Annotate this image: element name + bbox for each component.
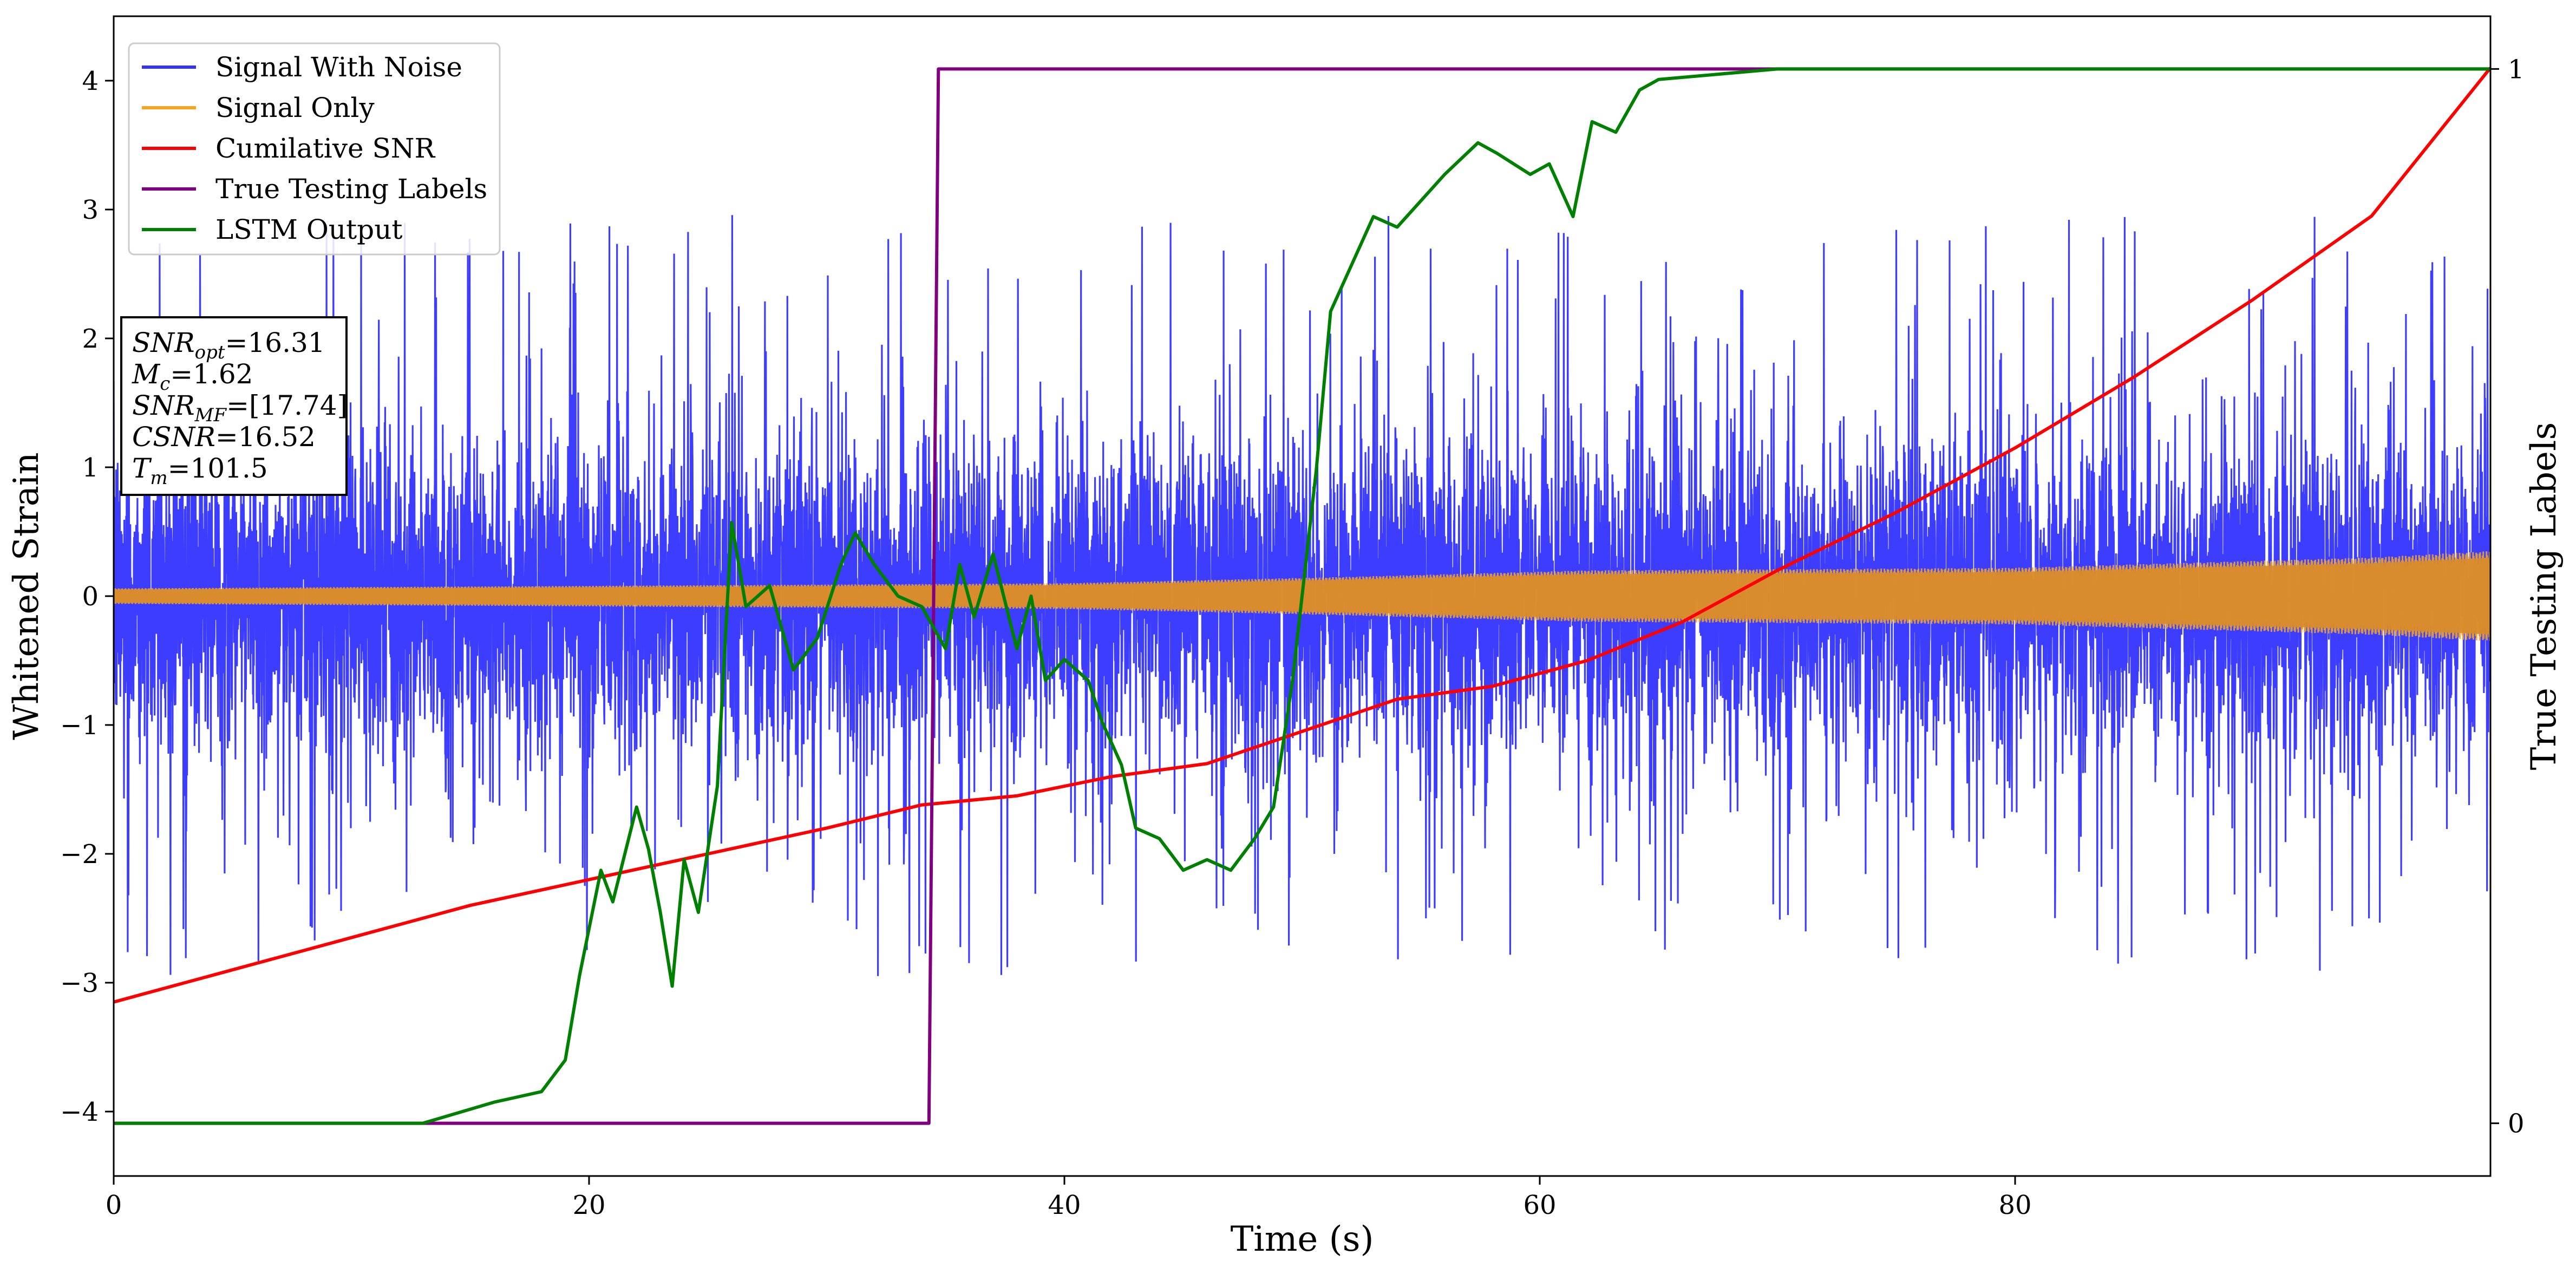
annotation-line: Mc=1.62 (132, 358, 253, 395)
annotation-box (120, 316, 348, 496)
y-tick-label: 2 (82, 324, 99, 354)
legend-label: Cumilative SNR (215, 133, 435, 164)
legend-label: LSTM Output (215, 214, 402, 245)
y-tick-label: −1 (60, 710, 99, 741)
legend: Signal With Noise Signal Only Cumilative S… (128, 42, 501, 256)
y-tick-label: 1 (82, 453, 99, 483)
x-tick-label: 60 (1523, 1190, 1556, 1220)
legend-label: Signal With Noise (215, 51, 462, 83)
y-tick-label: −4 (60, 1097, 99, 1127)
series-layer (114, 67, 2490, 1125)
y-tick-label: −2 (60, 839, 99, 870)
y-tick-label: 3 (82, 195, 99, 225)
x-tick-label: 0 (106, 1190, 122, 1220)
x-tick-label: 40 (1048, 1190, 1081, 1220)
annotation-line: SNRMF=[17.74] (132, 390, 348, 426)
series-true-testing-labels (114, 67, 2490, 1125)
x-tick-label: 80 (1998, 1190, 2031, 1220)
series-lstm-output (114, 67, 2490, 1125)
stats-annotation: SNRopt=16.31Mc=1.62SNRMF=[17.74]CSNR=16.… (120, 316, 348, 496)
y-tick-label: 4 (82, 66, 99, 96)
annotation-line: CSNR=16.52 (132, 421, 316, 453)
y-tick-label: 0 (82, 582, 99, 612)
y2-axis-label: True Testing Labels (2524, 422, 2564, 770)
legend-box (128, 42, 501, 256)
legend-label: True Testing Labels (215, 173, 487, 205)
legend-label: Signal Only (215, 92, 375, 123)
y-axis-label: Whitened Strain (6, 452, 47, 740)
y-tick-label: −3 (60, 968, 99, 998)
x-axis-label: Time (s) (1231, 1219, 1374, 1259)
series-cumilative-snr (114, 67, 2490, 1004)
annotation-line: Tm=101.5 (132, 453, 268, 489)
y2-tick-label: 0 (2508, 1109, 2525, 1139)
y2-tick-label: 1 (2508, 54, 2525, 84)
x-tick-label: 20 (572, 1190, 605, 1220)
annotation-line: SNRopt=16.31 (132, 327, 325, 363)
